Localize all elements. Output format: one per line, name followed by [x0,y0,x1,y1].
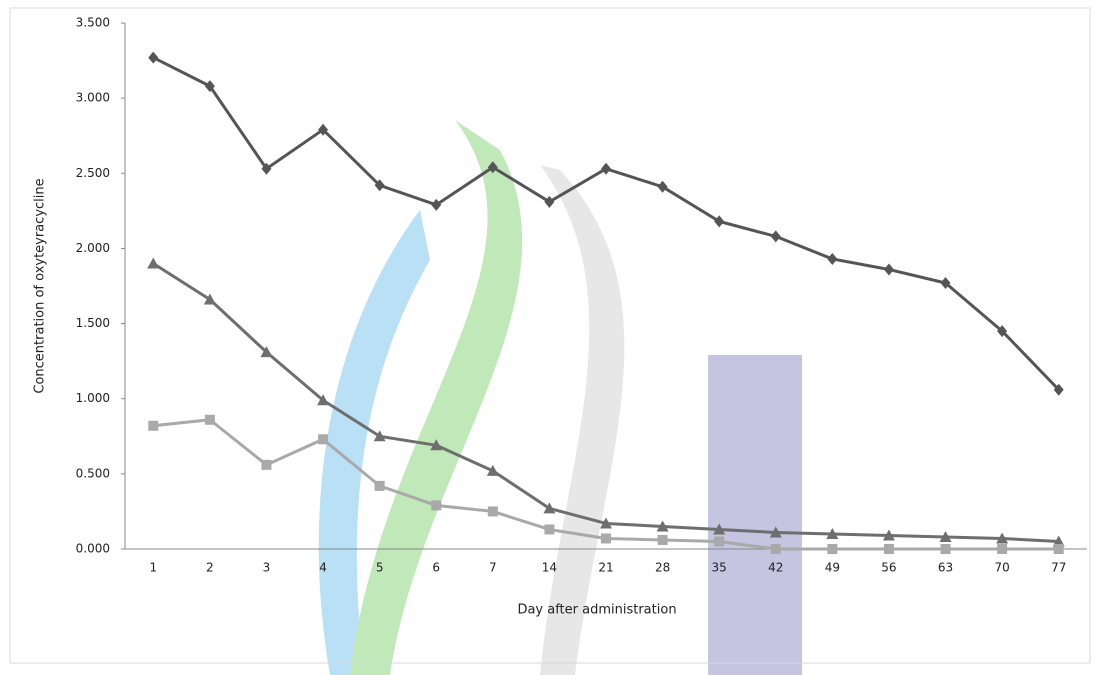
y-tick-label: 0.500 [76,466,110,480]
y-tick-label: 0.000 [76,542,110,556]
marker [204,80,215,93]
marker [940,544,951,554]
y-tick-label: 2.000 [76,241,110,255]
marker [1052,535,1065,547]
marker [713,523,726,535]
marker [601,162,611,175]
marker [714,215,725,228]
marker [544,524,555,535]
x-axis-title: Day after administration [517,603,676,618]
marker [204,414,215,425]
x-tick-label: 7 [489,561,497,575]
marker [317,394,330,406]
x-tick-label: 6 [432,561,440,575]
x-tick-label: 1 [149,561,157,575]
marker [544,195,555,208]
x-tick-label: 77 [1051,561,1066,575]
marker [318,123,329,136]
marker [883,263,894,276]
marker [769,526,782,538]
x-tick-label: 49 [825,561,840,575]
marker [374,179,385,192]
x-tick-label: 28 [655,561,670,575]
marker [601,533,611,544]
x-tick-label: 63 [938,561,953,575]
y-tick-label: 3.500 [76,16,110,30]
watermark [318,120,802,675]
marker [600,517,612,529]
marker [939,530,952,542]
marker [147,257,160,269]
marker [318,434,329,445]
x-tick-label: 35 [712,561,727,575]
watermark-gray [540,165,625,675]
marker [997,325,1008,338]
marker [373,430,386,442]
marker [374,480,385,491]
marker [487,506,498,517]
x-tick-label: 4 [319,561,327,575]
marker [431,198,442,211]
marker [882,529,895,541]
marker [770,544,781,554]
watermark-block [708,355,802,675]
marker [940,276,951,289]
marker [203,293,216,305]
marker [996,532,1009,544]
x-tick-label: 3 [263,561,271,575]
marker [148,420,159,431]
marker [714,536,725,547]
marker [431,500,442,511]
chart-frame [9,7,1091,664]
marker [486,464,499,476]
marker [260,346,273,358]
marker [1053,383,1064,396]
y-axis-title: Concentration of oxyteyracycline [33,178,48,393]
x-tick-label: 2 [206,561,214,575]
marker [826,527,839,539]
x-tick-label: 5 [376,561,384,575]
marker [656,520,669,532]
marker [770,230,781,243]
marker [997,544,1008,554]
marker [883,544,894,554]
x-tick-label: 14 [542,561,557,575]
y-tick-label: 1.500 [76,316,110,330]
x-tick-label: 21 [598,561,613,575]
marker [657,180,668,193]
watermark-blue [318,210,430,675]
marker [657,534,668,545]
marker [827,544,838,554]
y-tick-label: 2.500 [76,166,110,180]
y-tick-label: 1.000 [76,391,110,405]
marker [261,459,272,470]
marker [261,162,272,175]
marker [1053,544,1064,554]
watermark-green [350,120,523,675]
marker [487,161,498,174]
marker [827,252,838,265]
marker [148,51,159,64]
marker [430,439,443,451]
marker [543,502,556,514]
x-tick-label: 42 [768,561,783,575]
y-tick-label: 3.000 [76,91,110,105]
x-tick-label: 70 [994,561,1009,575]
x-tick-label: 56 [881,561,896,575]
